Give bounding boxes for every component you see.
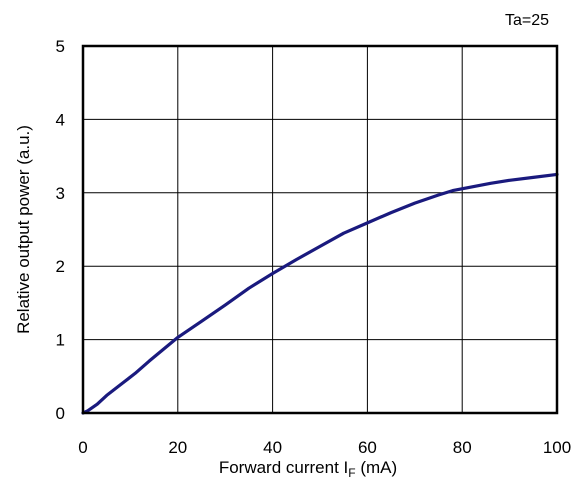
x-axis-label-main: Forward current I <box>219 458 348 477</box>
y-tick-label: 3 <box>56 184 65 203</box>
y-tick-label: 4 <box>56 110 65 129</box>
x-tick-label: 100 <box>543 438 571 457</box>
x-axis-label: Forward current IF (mA) <box>219 458 397 480</box>
x-tick-label: 80 <box>453 438 472 457</box>
x-axis-label-unit: (mA) <box>356 458 398 477</box>
y-tick-label: 2 <box>56 257 65 276</box>
x-tick-label: 0 <box>78 438 87 457</box>
x-tick-label: 20 <box>168 438 187 457</box>
annotation-ta: Ta=25 <box>505 12 549 29</box>
x-tick-label: 60 <box>358 438 377 457</box>
plot-frame <box>81 44 559 415</box>
x-tick-label: 40 <box>263 438 282 457</box>
series-line <box>81 172 559 415</box>
y-tick-label: 1 <box>56 331 65 350</box>
y-axis-label: Relative output power (a.u.) <box>14 125 33 334</box>
grid <box>83 46 557 413</box>
y-tick-label: 5 <box>56 37 65 56</box>
y-tick-labels: 0 1 2 3 4 5 <box>56 37 65 423</box>
x-axis-label-subscript: F <box>348 466 355 480</box>
y-tick-label: 0 <box>56 404 65 423</box>
x-tick-labels: 0 20 40 60 80 100 <box>78 438 571 457</box>
